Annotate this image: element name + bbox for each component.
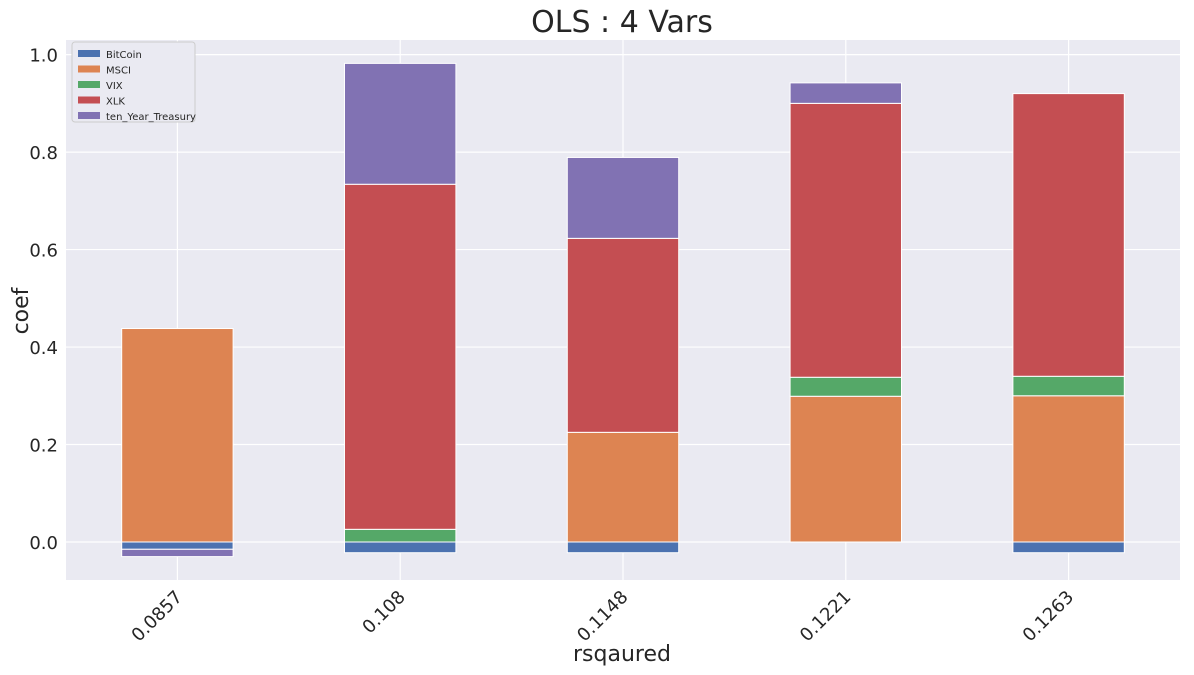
legend-label: BitCoin — [106, 50, 142, 61]
bar-segment-bitcoin — [1012, 541, 1125, 554]
bar-segment-vix — [1012, 375, 1125, 397]
legend-box — [71, 41, 196, 123]
bar-segment-msci — [789, 395, 902, 543]
legend-swatch — [78, 96, 100, 104]
y-axis-label: coef — [9, 286, 34, 334]
x-tick-label: 0.108 — [358, 587, 409, 638]
y-tick-label: 0.0 — [29, 533, 58, 554]
y-tick-label: 0.4 — [29, 338, 58, 359]
bar-segment-vix — [789, 376, 902, 397]
bar-segment-msci — [121, 328, 234, 543]
legend-swatch — [78, 81, 100, 88]
y-tick-label: 0.8 — [29, 143, 58, 164]
legend-swatch — [78, 65, 100, 73]
legend-swatch — [78, 50, 100, 57]
legend-label: ten_Year_Treasury — [106, 112, 196, 123]
bar-segment-ten-year-treasury — [344, 62, 457, 185]
x-tick-label: 0.1148 — [573, 587, 632, 646]
y-tick-label: 0.2 — [29, 436, 58, 457]
legend: BitCoin MSCI VIX XLK ten_Year_Treasury — [71, 41, 196, 123]
bars-layer — [121, 62, 1125, 558]
chart-title: OLS : 4 Vars — [531, 5, 713, 40]
y-tick-label: 1.0 — [29, 46, 58, 67]
bar-segment-msci — [566, 431, 680, 543]
bar-segment-ten-year-treasury — [566, 156, 680, 239]
bar-segment-ten-year-treasury — [121, 548, 234, 558]
legend-swatch — [78, 112, 100, 119]
y-tick-label: 0.6 — [29, 241, 58, 262]
bar-segment-msci — [1012, 395, 1125, 543]
bar-segment-xlk — [344, 183, 457, 530]
bar-segment-xlk — [1012, 93, 1125, 377]
legend-label: XLK — [106, 97, 125, 108]
bar-segment-vix — [344, 528, 457, 543]
x-axis-label: rsqaured — [573, 642, 671, 667]
x-tick-label: 0.0857 — [128, 587, 187, 646]
x-tick-label: 0.1221 — [796, 587, 855, 646]
bar-segment-bitcoin — [344, 541, 457, 554]
legend-label: VIX — [106, 81, 123, 92]
legend-label: MSCI — [106, 66, 131, 77]
bar-segment-xlk — [566, 237, 680, 433]
bar-segment-bitcoin — [566, 541, 680, 554]
bar-segment-ten-year-treasury — [789, 82, 902, 104]
bar-segment-bitcoin — [121, 541, 234, 550]
bar-segment-xlk — [789, 102, 902, 378]
x-tick-label: 0.1263 — [1019, 587, 1078, 646]
